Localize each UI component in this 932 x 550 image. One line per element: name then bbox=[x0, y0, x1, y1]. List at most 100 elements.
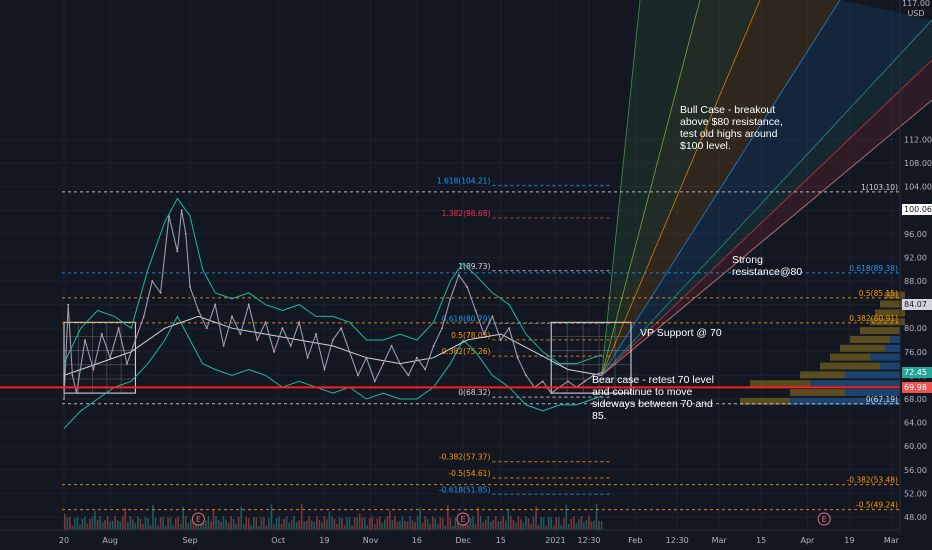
volume-bar bbox=[280, 523, 283, 530]
volume-bar bbox=[96, 519, 99, 530]
volume-bar bbox=[545, 525, 547, 530]
price-point bbox=[315, 333, 317, 335]
volume-bar bbox=[288, 522, 290, 530]
volume-bar bbox=[240, 506, 242, 530]
volume-bar bbox=[207, 516, 210, 530]
fib-levels: 1.618(104.21) 1.382(98.68) 1(89.73) 0.618(8… bbox=[62, 176, 900, 511]
volume-bar bbox=[91, 516, 94, 530]
price-tag: 72.45 bbox=[902, 367, 932, 379]
volume-bar bbox=[303, 521, 305, 530]
volume-bar bbox=[275, 518, 278, 530]
volume-bar bbox=[263, 517, 265, 530]
fan-zone bbox=[601, 0, 932, 376]
volume-bar bbox=[426, 519, 429, 530]
earnings-label: E bbox=[822, 515, 827, 524]
volume-bar bbox=[557, 516, 560, 530]
volume-bar bbox=[510, 516, 512, 530]
volume-bar bbox=[520, 519, 522, 530]
volume-bar bbox=[588, 516, 590, 530]
volume-bar bbox=[247, 517, 250, 530]
price-point bbox=[483, 333, 485, 335]
volume-bar bbox=[482, 522, 484, 530]
volume-bar bbox=[134, 523, 137, 530]
volume-bar bbox=[225, 519, 227, 530]
vp-bar-down bbox=[790, 389, 845, 397]
fib-label: -0.5(49.24) bbox=[856, 501, 898, 510]
volume-bar bbox=[348, 517, 351, 530]
volume-bar bbox=[404, 520, 406, 530]
volume-bar bbox=[502, 516, 505, 530]
price-point bbox=[424, 368, 427, 371]
volume-bar bbox=[258, 525, 260, 530]
price-point bbox=[491, 315, 494, 318]
volume-bar bbox=[550, 517, 552, 530]
vp-bar-down bbox=[860, 327, 900, 335]
volume-bar bbox=[121, 516, 124, 530]
vp-bar-down bbox=[850, 335, 890, 343]
volume-bar bbox=[583, 522, 585, 530]
time-axis[interactable]: 20 Aug Sep Oct 19 Nov 16 Dec 15 2021 12:30 Feb 12:30… bbox=[0, 529, 900, 545]
price-point bbox=[117, 327, 120, 330]
volume-bar bbox=[575, 523, 578, 530]
volume-bar bbox=[469, 518, 472, 530]
volume-bar bbox=[328, 511, 331, 530]
volume-bar bbox=[530, 523, 532, 530]
fib-label: 0(68.32) bbox=[458, 388, 490, 397]
volume-bar bbox=[371, 516, 374, 530]
volume-bar bbox=[600, 521, 603, 530]
x-tick-label: 16 bbox=[412, 536, 422, 545]
volume-bar bbox=[436, 524, 439, 530]
volume-bar bbox=[517, 516, 520, 530]
volume-bar bbox=[376, 518, 379, 530]
volume-bar bbox=[487, 516, 489, 530]
vp-bar-down bbox=[840, 344, 885, 352]
volume-bar bbox=[147, 518, 149, 530]
price-point bbox=[197, 309, 200, 312]
fib-label: 0.618(80.79) bbox=[442, 315, 491, 324]
volume-bar bbox=[434, 518, 437, 530]
volume-bar bbox=[164, 525, 167, 530]
volume-bar bbox=[343, 524, 346, 530]
fib-label: 0.382(80.91) bbox=[849, 314, 898, 323]
volume-bar bbox=[222, 516, 225, 530]
x-tick-label: Sep bbox=[182, 536, 197, 545]
price-point bbox=[273, 350, 275, 353]
volume-bar bbox=[454, 517, 457, 530]
price-point bbox=[142, 315, 145, 318]
x-tick-label: 12:30 bbox=[577, 536, 600, 545]
fan-ray bbox=[601, 0, 761, 376]
vp-bar-down bbox=[870, 318, 905, 326]
volume-bar bbox=[300, 504, 303, 530]
volume-bar bbox=[321, 522, 323, 530]
price-point bbox=[415, 356, 418, 359]
x-tick-label: Mar bbox=[712, 536, 728, 545]
volume-bar bbox=[547, 517, 550, 530]
x-tick-label: Mar bbox=[884, 536, 900, 545]
volume-bar bbox=[353, 517, 356, 530]
y-tick-label: 88.00 bbox=[904, 277, 927, 286]
price-point bbox=[567, 380, 569, 383]
price-point bbox=[176, 250, 179, 253]
volume-bar bbox=[250, 525, 253, 530]
fib-label: 0(67.19) bbox=[866, 395, 898, 404]
volume-bar bbox=[414, 522, 416, 530]
price-point bbox=[264, 321, 267, 324]
volume-bar bbox=[316, 516, 318, 530]
volume-bar bbox=[205, 520, 207, 530]
y-tick-label: 76.00 bbox=[904, 348, 927, 357]
volume-bar bbox=[318, 519, 321, 530]
earnings-label: E bbox=[196, 515, 201, 524]
volume-bar bbox=[562, 518, 565, 530]
volume-bar bbox=[109, 521, 111, 530]
volume-bar bbox=[260, 517, 263, 530]
price-point bbox=[205, 327, 208, 330]
y-tick-label: 52.00 bbox=[904, 489, 927, 498]
volume-bar bbox=[217, 520, 220, 530]
volume-bar bbox=[444, 525, 447, 530]
vp-bar-down bbox=[740, 397, 790, 405]
price-point bbox=[373, 380, 376, 383]
volume-bar bbox=[552, 525, 555, 530]
volume-bar bbox=[366, 524, 368, 530]
